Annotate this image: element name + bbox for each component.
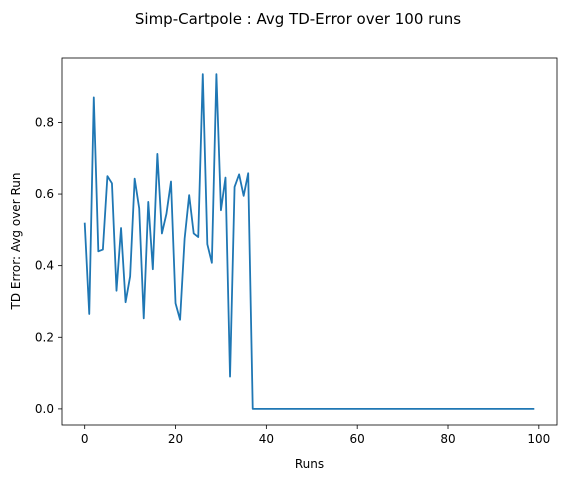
x-tick-label: 80 xyxy=(440,432,455,446)
y-tick-label: 0.0 xyxy=(35,402,54,416)
x-tick-label: 0 xyxy=(81,432,89,446)
plot-frame xyxy=(61,57,558,426)
y-tick-label: 0.2 xyxy=(35,330,54,344)
series-line-td-error xyxy=(83,73,535,410)
x-tick-label: 40 xyxy=(259,432,274,446)
y-axis: 0.0 0.2 0.4 0.6 0.8 xyxy=(35,115,62,416)
y-axis-label: TD Error: Avg over Run xyxy=(9,173,23,311)
chart-title: Simp-Cartpole : Avg TD-Error over 100 ru… xyxy=(135,10,461,28)
y-tick-label: 0.6 xyxy=(35,187,54,201)
y-tick-label: 0.4 xyxy=(35,259,54,273)
x-axis-label: Runs xyxy=(295,457,324,471)
x-axis: 0 20 40 60 80 100 xyxy=(81,425,550,446)
x-tick-label: 60 xyxy=(350,432,365,446)
y-tick-label: 0.8 xyxy=(35,115,54,129)
x-tick-label: 20 xyxy=(168,432,183,446)
x-tick-label: 100 xyxy=(527,432,550,446)
